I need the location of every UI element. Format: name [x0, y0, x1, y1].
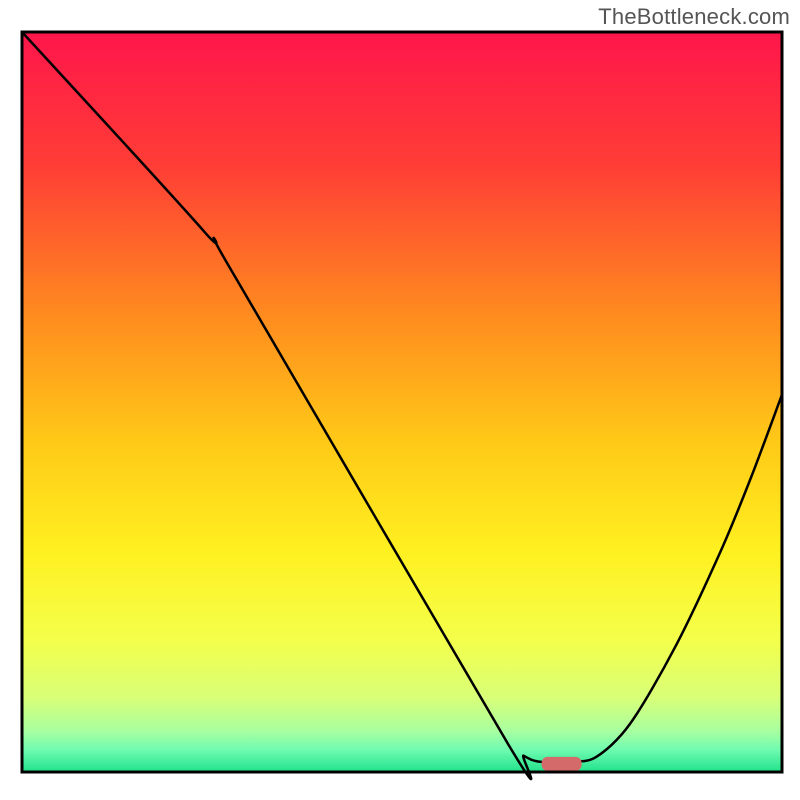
bottleneck-curve-chart: [0, 0, 800, 800]
optimum-marker: [542, 757, 582, 771]
chart-container: TheBottleneck.com: [0, 0, 800, 800]
